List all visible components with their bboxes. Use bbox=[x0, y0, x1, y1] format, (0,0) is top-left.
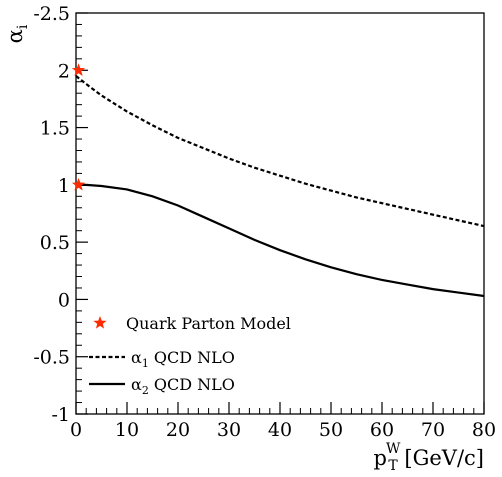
y-axis-label-sub: i bbox=[15, 24, 31, 29]
marker-layer bbox=[71, 63, 86, 191]
legend-star-swatch bbox=[93, 316, 107, 329]
x-axis-label: pW T [GeV/c] bbox=[374, 441, 484, 474]
x-tick-label: 10 bbox=[115, 419, 139, 441]
x-tick-label: 80 bbox=[472, 419, 496, 441]
x-tick-label: 20 bbox=[166, 419, 190, 441]
x-axis-label-sup: W bbox=[386, 441, 401, 457]
y-tick-label: 1.5 bbox=[40, 118, 70, 140]
y-tick-label: 0 bbox=[58, 289, 70, 311]
y-axis-label: αi bbox=[3, 24, 31, 43]
x-tick-label: 40 bbox=[268, 419, 292, 441]
y-axis-label-main: α bbox=[3, 29, 27, 43]
x-tick-label: 50 bbox=[319, 419, 343, 441]
legend: Quark Parton Model α1 QCD NLO α2 QCD NLO bbox=[89, 314, 291, 397]
x-axis-label-units: [GeV/c] bbox=[398, 446, 484, 470]
series-layer bbox=[75, 75, 485, 298]
x-tick-label: 60 bbox=[370, 419, 394, 441]
star-marker bbox=[71, 177, 86, 191]
y-tick-label: -1 bbox=[51, 404, 70, 426]
star-marker bbox=[71, 63, 86, 76]
y-tick-label: -2.5 bbox=[33, 3, 70, 25]
x-tick-label: 0 bbox=[70, 419, 82, 441]
legend-label-series-2: α2 QCD NLO bbox=[131, 375, 235, 397]
y-tick-label: 2 bbox=[58, 60, 70, 82]
x-axis-label-sub: T bbox=[388, 458, 398, 474]
series-line-2 bbox=[76, 183, 485, 298]
x-axis-label-main: p bbox=[374, 446, 387, 470]
legend-label-series-1: α1 QCD NLO bbox=[131, 348, 235, 370]
axis-ticks: 0 10 20 30 40 50 60 70 80 -1 -0.5 0 0.5 1 1.5 2 -2.5 bbox=[33, 3, 496, 441]
x-tick-label: 70 bbox=[421, 419, 445, 441]
series-line-1 bbox=[75, 75, 485, 228]
y-tick-label: 1 bbox=[58, 175, 70, 197]
y-tick-label: 0.5 bbox=[40, 232, 70, 254]
legend-label-markers: Quark Parton Model bbox=[126, 314, 291, 333]
x-tick-label: 30 bbox=[217, 419, 241, 441]
y-tick-label: -0.5 bbox=[33, 347, 70, 369]
